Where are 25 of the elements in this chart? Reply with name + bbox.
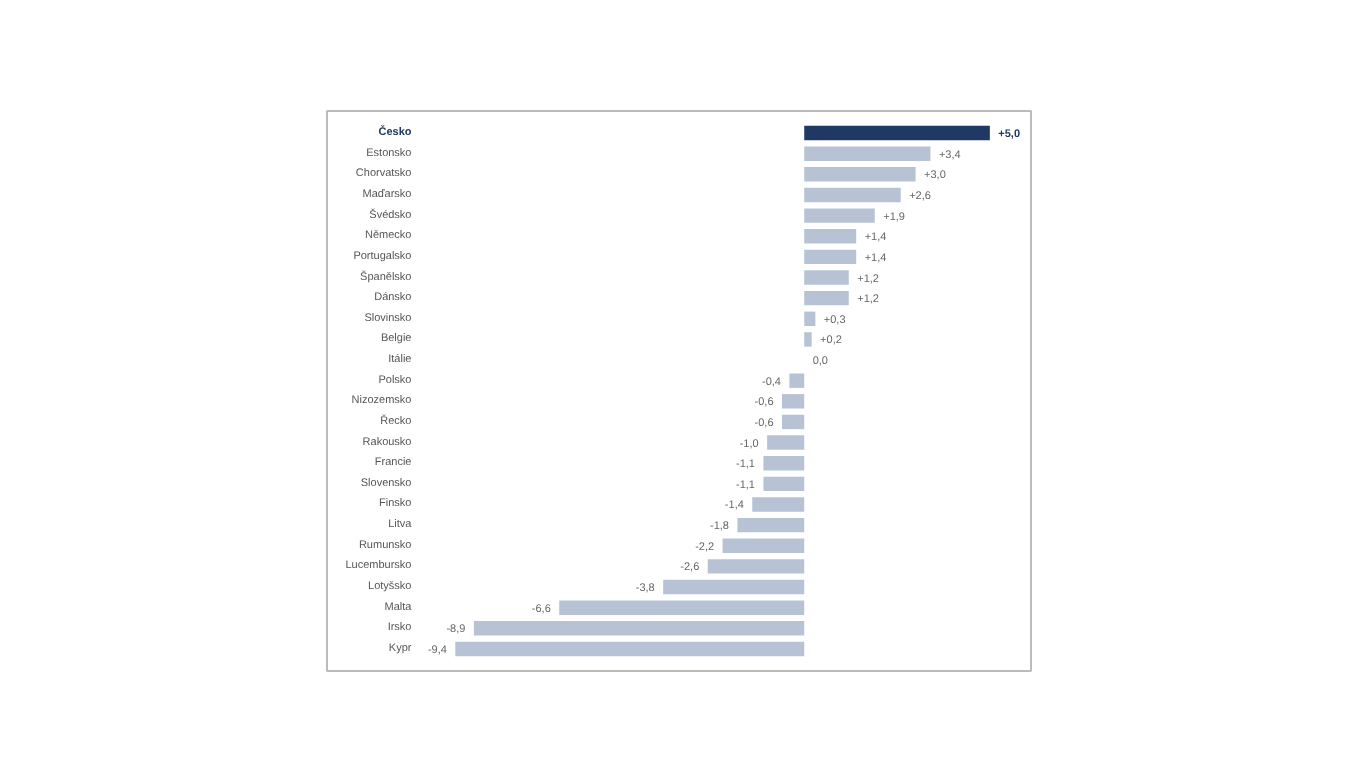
bar [804, 125, 990, 141]
bar [752, 497, 805, 512]
bar [804, 229, 857, 244]
bar [804, 270, 849, 285]
bar [804, 146, 931, 161]
bar [767, 435, 805, 450]
bar [789, 373, 805, 388]
bar [559, 600, 805, 615]
bar [455, 641, 805, 657]
bar [804, 167, 916, 182]
bar [763, 456, 805, 471]
bar [663, 579, 805, 595]
bar [781, 394, 805, 409]
bar [804, 332, 812, 347]
bar [804, 187, 901, 203]
bar [707, 559, 805, 574]
bar [722, 538, 805, 553]
bar [737, 517, 805, 533]
bar [781, 414, 805, 430]
bar [473, 621, 805, 636]
bar [763, 476, 805, 492]
bar [804, 249, 857, 265]
bar [804, 311, 816, 326]
bar [804, 290, 849, 306]
bar [804, 208, 875, 223]
